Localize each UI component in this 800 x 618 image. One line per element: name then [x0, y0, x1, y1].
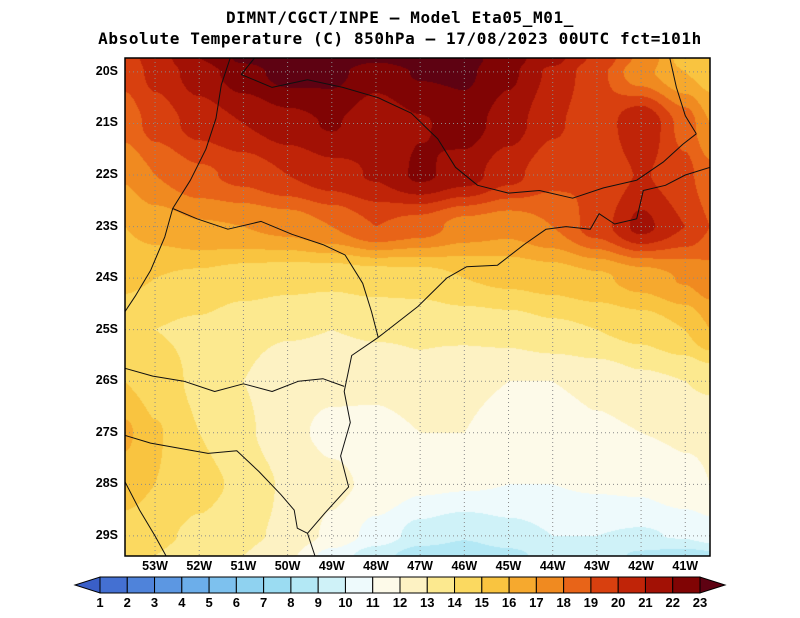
colorbar-segment: [399, 576, 428, 594]
colorbar-tick-label: 11: [366, 595, 380, 610]
lat-tick-label: 21S: [95, 115, 118, 130]
colorbar-segment: [508, 576, 537, 594]
lat-tick-label: 20S: [95, 63, 118, 78]
colorbar-segment: [99, 576, 128, 594]
colorbar-tick-label: 10: [338, 595, 352, 610]
lon-tick-label: 45W: [495, 559, 522, 573]
title-block: DIMNT/CGCT/INPE — Model Eta05_M01_ Absol…: [0, 7, 800, 49]
colorbar-segment: [426, 576, 456, 594]
lon-tick-label: 52W: [186, 559, 213, 573]
lon-tick-label: 44W: [539, 559, 566, 573]
colorbar-tick-label: 23: [693, 595, 707, 610]
colorbar-tick-label: 21: [638, 595, 652, 610]
lon-tick-label: 46W: [451, 559, 478, 573]
title-line-2: Absolute Temperature (C) 850hPa — 17/08/…: [98, 29, 702, 48]
colorbar-tick-label: 3: [151, 595, 158, 610]
colorbar-segment: [481, 576, 510, 594]
colorbar-tick-label: 1: [96, 595, 103, 610]
colorbar-segment: [563, 576, 592, 594]
colorbar-segment: [644, 576, 674, 594]
lat-tick-label: 28S: [95, 476, 118, 491]
colorbar-tick-label: 4: [178, 595, 186, 610]
colorbar-segment: [181, 576, 210, 594]
colorbar-tick-label: 8: [287, 595, 294, 610]
colorbar-segment: [372, 576, 401, 594]
colorbar-segment: [617, 576, 646, 594]
lon-tick-label: 47W: [407, 559, 433, 573]
lon-tick-label: 51W: [230, 559, 257, 573]
colorbar-tick-label: 14: [447, 595, 462, 610]
colorbar-tick-label: 15: [475, 595, 489, 610]
temperature-field-canvas: [125, 58, 710, 556]
colorbar-segment: [208, 576, 237, 594]
lat-tick-label: 29S: [95, 527, 118, 542]
lon-tick-label: 43W: [584, 559, 610, 573]
lat-tick-label: 22S: [95, 167, 118, 182]
colorbar-segment: [672, 576, 701, 594]
colorbar-segment: [154, 576, 183, 594]
colorbar-right-arrow: [699, 576, 727, 594]
colorbar-tick-label: 18: [556, 595, 570, 610]
colorbar-segment: [235, 576, 265, 594]
colorbar-segment: [126, 576, 156, 594]
colorbar-tick-label: 13: [420, 595, 434, 610]
colorbar-left-arrow: [73, 576, 101, 594]
lon-tick-label: 48W: [363, 559, 389, 573]
colorbar-tick-label: 12: [393, 595, 407, 610]
colorbar-segment: [535, 576, 565, 594]
colorbar-segment: [344, 576, 374, 594]
colorbar-tick-label: 19: [584, 595, 598, 610]
colorbar-tick-label: 22: [665, 595, 679, 610]
colorbar-tick-label: 5: [205, 595, 212, 610]
colorbar-tick-label: 9: [315, 595, 322, 610]
colorbar-tick-label: 20: [611, 595, 625, 610]
lon-tick-label: 42W: [628, 559, 654, 573]
colorbar-segment: [317, 576, 346, 594]
colorbar-tick-label: 6: [233, 595, 240, 610]
lat-tick-label: 26S: [95, 373, 118, 388]
lon-tick-label: 53W: [142, 559, 168, 573]
colorbar-segment: [263, 576, 292, 594]
colorbar-tick-label: 7: [260, 595, 267, 610]
colorbar-tick-label: 2: [124, 595, 131, 610]
colorbar-tick-label: 16: [502, 595, 516, 610]
lat-tick-label: 23S: [95, 218, 118, 233]
colorbar-segment: [290, 576, 319, 594]
lon-tick-label: 49W: [318, 559, 345, 573]
lat-tick-label: 25S: [95, 321, 118, 336]
lon-tick-label: 41W: [672, 559, 699, 573]
lat-tick-label: 27S: [95, 424, 118, 439]
title-line-1: DIMNT/CGCT/INPE — Model Eta05_M01_: [226, 8, 574, 27]
colorbar: 1 2 3 4 5 6 7 8 9 10 11 12 13 14 15 16 17 18 19 20 21 22 23: [73, 576, 727, 610]
colorbar-segment: [590, 576, 619, 594]
colorbar-tick-label: 17: [529, 595, 543, 610]
lon-tick-label: 50W: [274, 559, 301, 573]
lat-tick-label: 24S: [95, 270, 118, 285]
colorbar-segment: [454, 576, 483, 594]
